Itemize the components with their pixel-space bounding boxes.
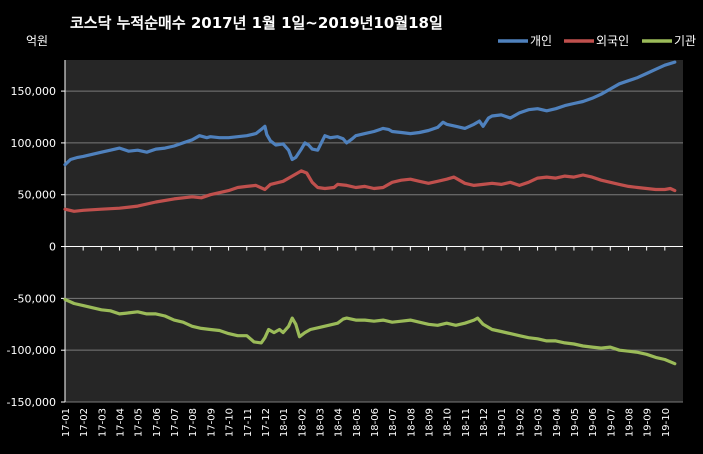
x-tick-label: 17-01	[61, 408, 72, 437]
legend-label: 기관	[674, 34, 696, 48]
x-tick-label: 18-09	[425, 408, 436, 437]
y-tick-label: -150,000	[7, 396, 56, 409]
x-tick-label: 17-10	[225, 408, 236, 437]
x-tick-label: 18-01	[279, 408, 290, 437]
legend: 개인 외국인 기관	[498, 34, 696, 48]
x-tick-label: 18-12	[479, 408, 490, 437]
x-tick-label: 19-04	[552, 408, 563, 437]
y-tick-label: 150,000	[11, 85, 57, 98]
x-tick-label: 19-01	[497, 408, 508, 437]
x-tick-label: 19-02	[515, 408, 526, 437]
x-tick-label: 19-03	[534, 408, 545, 437]
y-tick-label: 100,000	[11, 137, 57, 150]
series-line	[63, 60, 677, 167]
x-tick-label: 17-07	[170, 408, 181, 437]
x-tick-label: 18-02	[297, 408, 308, 437]
x-tick-label: 17-02	[79, 408, 90, 437]
x-tick-label: 17-06	[152, 408, 163, 437]
x-tick-label: 17-11	[243, 408, 254, 437]
x-tick-label: 19-05	[570, 408, 581, 437]
x-tick-label: 18-08	[406, 408, 417, 437]
x-tick-label: 19-09	[643, 408, 654, 437]
y-axis-unit-label: 억원	[26, 34, 48, 48]
chart-title: 코스닥 누적순매수 2017년 1월 1일~2019년10월18일	[70, 14, 443, 32]
x-tick-label: 18-10	[443, 408, 454, 437]
x-tick-label: 17-03	[97, 408, 108, 437]
x-tick-label: 18-03	[315, 408, 326, 437]
plot-background	[65, 60, 683, 402]
legend-label: 개인	[530, 34, 552, 48]
legend-label: 외국인	[596, 34, 629, 48]
y-tick-label: -50,000	[14, 292, 56, 305]
plot-area: 150,000 100,000 50,000 0 -50,000 -100,000 -150…	[7, 60, 683, 437]
x-tick-label: 18-07	[388, 408, 399, 437]
x-tick-label: 19-10	[661, 408, 672, 437]
y-tick-label: -100,000	[7, 344, 56, 357]
x-tick-label: 17-05	[134, 408, 145, 437]
x-tick-label: 19-08	[624, 408, 635, 437]
x-tick-label: 19-06	[588, 408, 599, 437]
x-tick-label: 18-05	[352, 408, 363, 437]
series-line	[63, 297, 677, 366]
y-tick-label: 50,000	[18, 189, 57, 202]
x-tick-label: 18-06	[370, 408, 381, 437]
x-tick-label: 17-12	[261, 408, 272, 437]
x-tick-label: 17-04	[116, 408, 127, 437]
x-tick-label: 17-09	[206, 408, 217, 437]
x-tick-label: 18-04	[334, 408, 345, 437]
x-tick-label: 18-11	[461, 408, 472, 437]
y-tick-label: 0	[49, 241, 56, 254]
x-tick-label: 19-07	[606, 408, 617, 437]
x-tick-label: 17-08	[188, 408, 199, 437]
series-line	[63, 169, 677, 213]
